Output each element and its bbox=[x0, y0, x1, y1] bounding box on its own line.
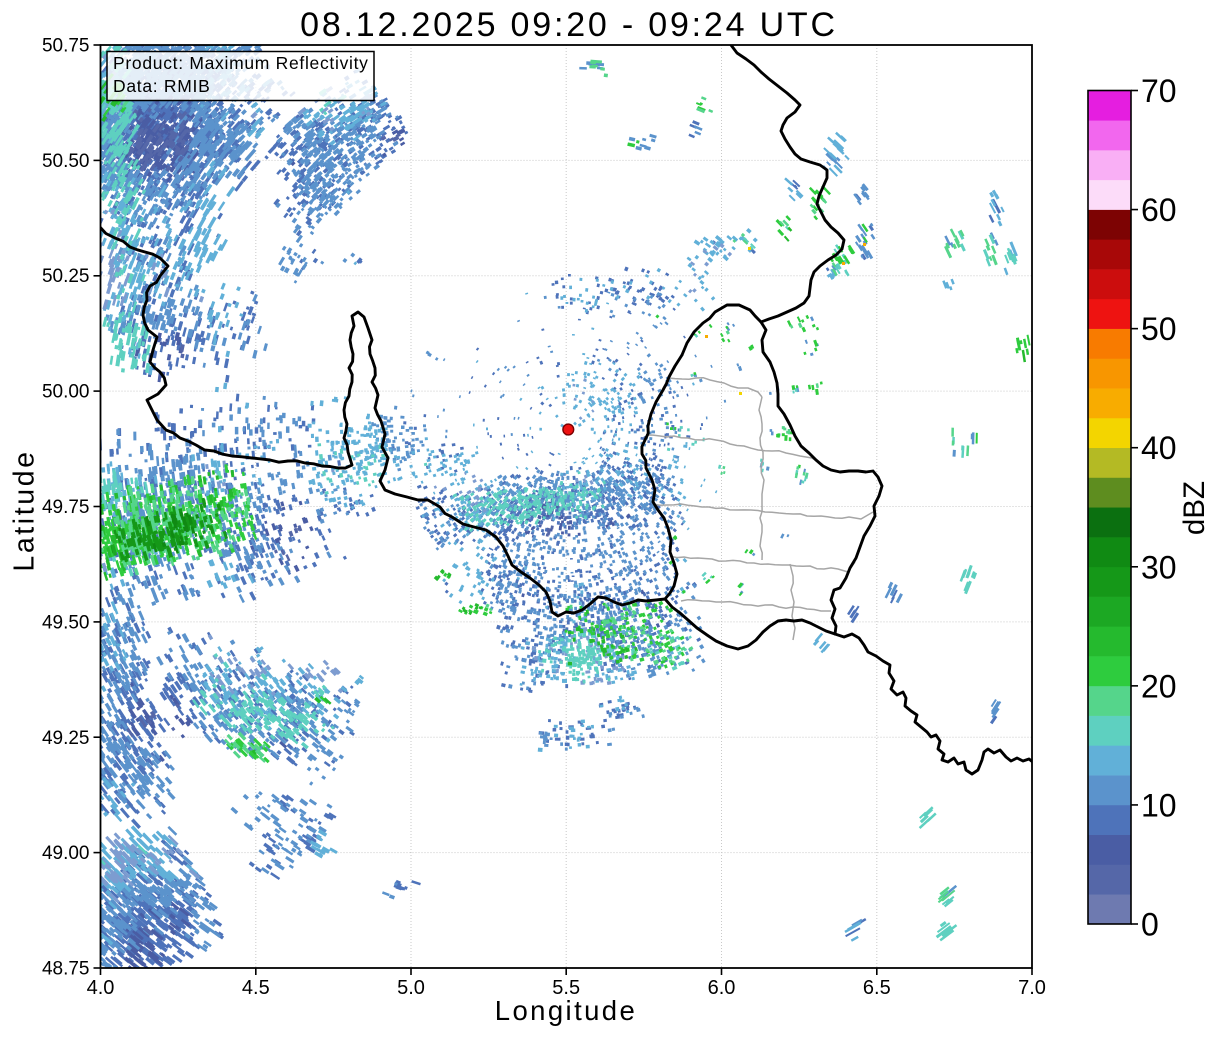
svg-text:6.5: 6.5 bbox=[863, 977, 891, 999]
svg-text:08.12.2025 09:20 - 09:24 UTC: 08.12.2025 09:20 - 09:24 UTC bbox=[300, 6, 838, 44]
svg-text:10: 10 bbox=[1141, 787, 1177, 823]
svg-text:0: 0 bbox=[1141, 907, 1159, 943]
svg-text:7.0: 7.0 bbox=[1018, 977, 1046, 999]
svg-text:6.0: 6.0 bbox=[708, 977, 736, 999]
svg-text:30: 30 bbox=[1141, 549, 1177, 585]
svg-text:50.25: 50.25 bbox=[42, 266, 90, 287]
svg-text:20: 20 bbox=[1141, 668, 1177, 704]
svg-text:60: 60 bbox=[1141, 192, 1177, 228]
svg-text:5.0: 5.0 bbox=[397, 977, 425, 999]
svg-text:4.5: 4.5 bbox=[242, 977, 270, 999]
svg-text:50.00: 50.00 bbox=[42, 382, 90, 403]
svg-text:Latitude: Latitude bbox=[9, 449, 41, 571]
svg-text:70: 70 bbox=[1141, 73, 1177, 109]
svg-text:49.00: 49.00 bbox=[42, 843, 90, 864]
svg-text:49.75: 49.75 bbox=[42, 497, 90, 518]
svg-text:40: 40 bbox=[1141, 430, 1177, 466]
svg-text:Longitude: Longitude bbox=[495, 995, 637, 1026]
svg-text:4.0: 4.0 bbox=[87, 977, 115, 999]
svg-text:50: 50 bbox=[1141, 311, 1177, 347]
svg-text:48.75: 48.75 bbox=[42, 959, 90, 980]
svg-text:50.50: 50.50 bbox=[42, 151, 90, 172]
svg-text:49.50: 49.50 bbox=[42, 612, 90, 633]
svg-text:49.25: 49.25 bbox=[42, 728, 90, 749]
svg-text:Product: Maximum Reflectivity: Product: Maximum Reflectivity bbox=[113, 53, 369, 73]
svg-text:Data: RMIB: Data: RMIB bbox=[113, 76, 210, 96]
svg-text:dBZ: dBZ bbox=[1178, 481, 1211, 535]
svg-text:5.5: 5.5 bbox=[552, 977, 580, 999]
svg-text:50.75: 50.75 bbox=[42, 36, 90, 57]
